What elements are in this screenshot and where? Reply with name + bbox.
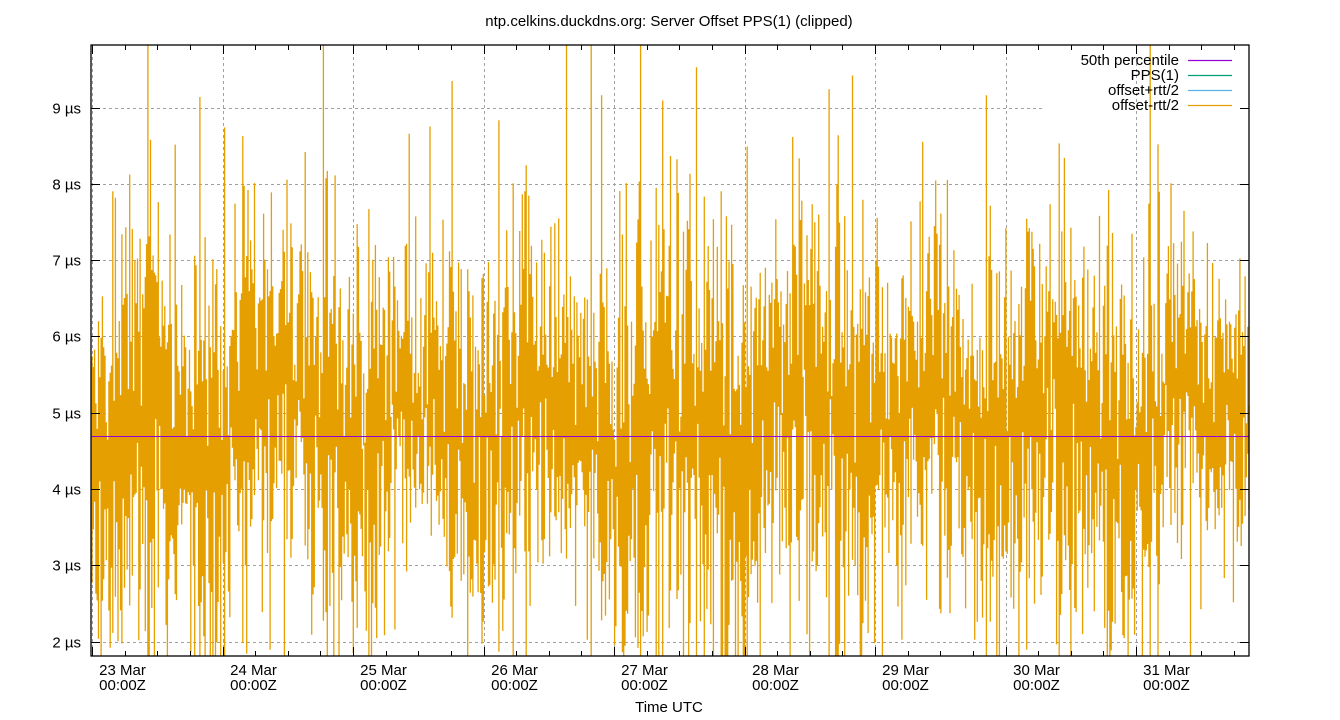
- y-tick-label: 2 µs: [52, 635, 81, 652]
- y-axis-labels: 2 µs 3 µs 4 µs 5 µs 6 µs 7 µs 8 µs 9 µs: [52, 101, 81, 652]
- x-tick-day: 23 Mar: [99, 662, 146, 679]
- chart-title: ntp.celkins.duckdns.org: Server Offset P…: [485, 13, 852, 30]
- legend-label: PPS(1): [1131, 67, 1179, 84]
- x-tick-time: 00:00Z: [752, 677, 799, 694]
- x-tick-time: 00:00Z: [230, 677, 277, 694]
- x-tick-day: 25 Mar: [360, 662, 407, 679]
- y-tick-label: 8 µs: [52, 177, 81, 194]
- x-tick-day: 29 Mar: [882, 662, 929, 679]
- y-tick-label: 7 µs: [52, 253, 81, 270]
- plot-border: [90, 44, 1250, 657]
- x-tick-day: 24 Mar: [230, 662, 277, 679]
- legend: 50th percentilePPS(1)offset+rtt/2offset-…: [1081, 52, 1232, 114]
- x-tick-time: 00:00Z: [360, 677, 407, 694]
- y-tick-label: 9 µs: [52, 101, 81, 118]
- y-tick-label: 6 µs: [52, 329, 81, 346]
- legend-label: 50th percentile: [1081, 52, 1179, 69]
- legend-label: offset-rtt/2: [1112, 97, 1179, 114]
- x-tick-day: 26 Mar: [491, 662, 538, 679]
- x-axis-title: Time UTC: [635, 699, 703, 716]
- axis-ticks: [91, 45, 1249, 656]
- x-tick-day: 30 Mar: [1013, 662, 1060, 679]
- y-tick-label: 5 µs: [52, 406, 81, 423]
- legend-label: offset+rtt/2: [1108, 82, 1179, 99]
- offset-rtt-error-bars: [91, 45, 1250, 656]
- x-tick-day: 27 Mar: [621, 662, 668, 679]
- x-tick-day: 28 Mar: [752, 662, 799, 679]
- x-tick-time: 00:00Z: [621, 677, 668, 694]
- x-tick-time: 00:00Z: [99, 677, 146, 694]
- x-tick-day: 31 Mar: [1143, 662, 1190, 679]
- x-tick-time: 00:00Z: [1013, 677, 1060, 694]
- y-tick-label: 4 µs: [52, 482, 81, 499]
- x-tick-time: 00:00Z: [1143, 677, 1190, 694]
- y-tick-label: 3 µs: [52, 558, 81, 575]
- x-tick-time: 00:00Z: [882, 677, 929, 694]
- x-tick-time: 00:00Z: [491, 677, 538, 694]
